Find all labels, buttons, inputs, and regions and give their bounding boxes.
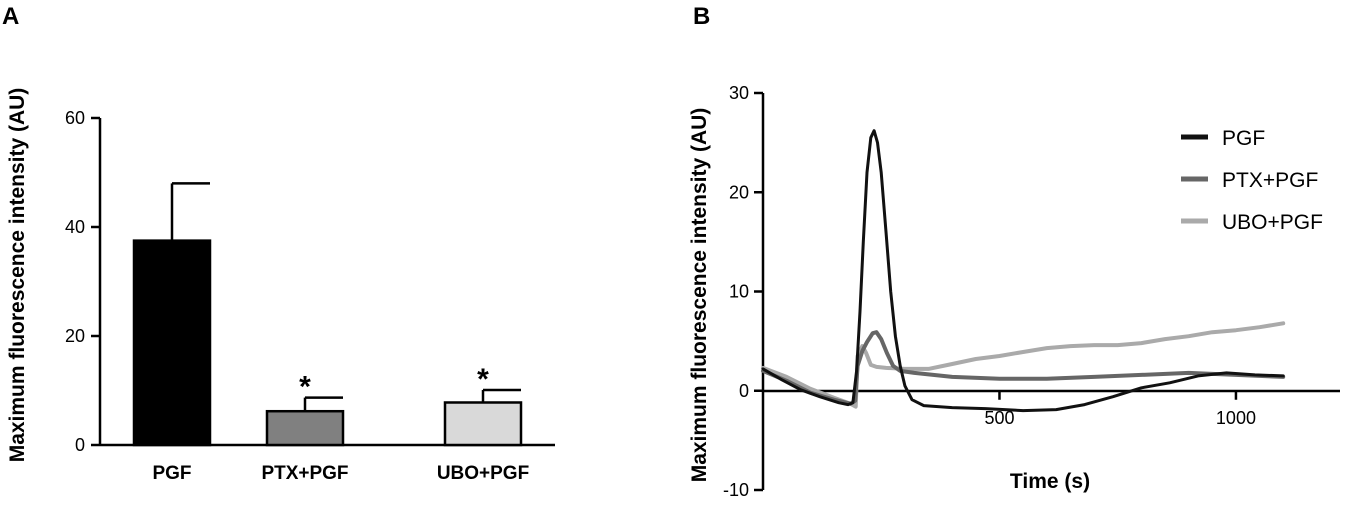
panel-b-x-tick-label: 1000 xyxy=(1216,408,1256,428)
bar-pgf xyxy=(132,239,212,447)
panel-a-label: A xyxy=(2,3,19,30)
legend-label: PTX+PGF xyxy=(1222,169,1318,192)
panel-a-y-tick-label: 0 xyxy=(75,435,85,455)
legend: PGF PTX+PGF UBO+PGF xyxy=(1181,127,1323,234)
significance-marker: * xyxy=(299,371,311,404)
category-label: UBO+PGF xyxy=(437,463,529,484)
bar-ubo-pgf xyxy=(443,401,523,447)
panel-a-y-axis-label: Maximum fluorescence intensity (AU) xyxy=(6,88,29,463)
panel-b-y-axis-label: Maximum fluorescence intensity (AU) xyxy=(688,108,711,483)
series-line-pgf xyxy=(761,129,1285,413)
category-label: PTX+PGF xyxy=(261,463,348,484)
panel-a-y-tick-label: 20 xyxy=(65,326,85,346)
panel-a: A Maximum fluorescence intensity (AU) 0 2… xyxy=(2,3,555,484)
significance-marker: * xyxy=(477,363,489,396)
panel-b-y-tick-label: 0 xyxy=(739,381,749,401)
panel-b-y-tick-label: 30 xyxy=(729,83,749,103)
category-label: PGF xyxy=(152,463,191,484)
series-line-ubo-pgf xyxy=(761,321,1286,409)
panel-b-label: B xyxy=(693,3,710,30)
legend-label: PGF xyxy=(1222,127,1265,150)
legend-label: UBO+PGF xyxy=(1222,211,1323,234)
panel-b: B Maximum fluorescence intensity (AU) Ti… xyxy=(688,3,1340,500)
panel-b-x-tick-label: 500 xyxy=(984,408,1014,428)
panel-a-y-tick-label: 40 xyxy=(65,217,85,237)
panel-b-y-tick-label: 10 xyxy=(729,282,749,302)
series-line-ptx-pgf xyxy=(761,330,1286,406)
bar-ptx-pgf xyxy=(265,409,345,447)
panel-b-y-tick-label: 20 xyxy=(729,182,749,202)
panel-a-y-tick-label: 60 xyxy=(65,108,85,128)
panel-b-y-tick-label: -10 xyxy=(723,480,749,500)
panel-b-x-axis-label: Time (s) xyxy=(1010,470,1090,493)
